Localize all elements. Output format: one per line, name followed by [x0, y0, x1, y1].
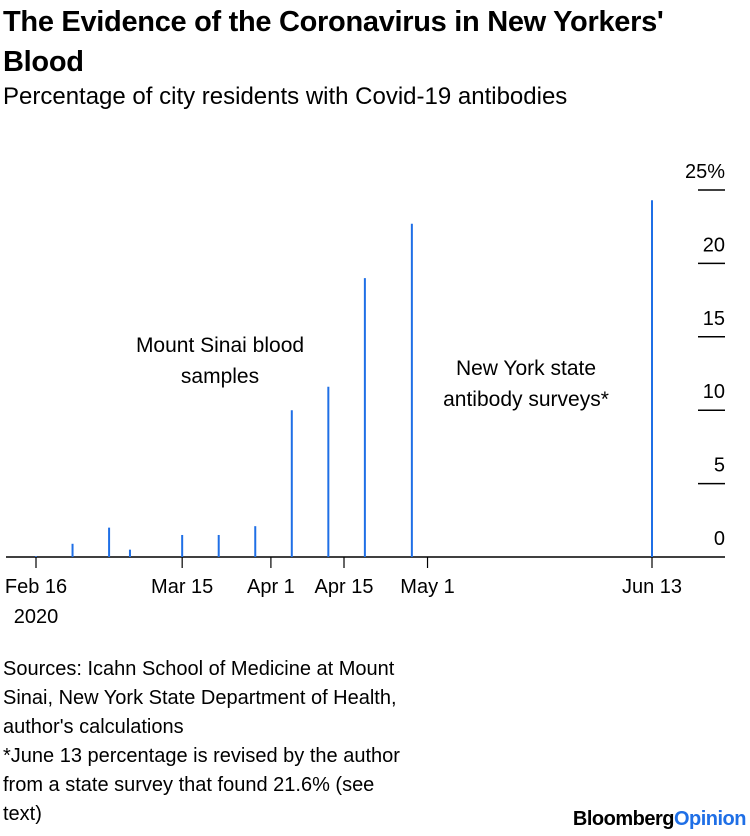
- annotation-mount-sinai: Mount Sinai blood: [136, 334, 304, 357]
- logo-opinion-text: Opinion: [673, 808, 747, 830]
- x-tick-label: Feb 16: [5, 576, 67, 598]
- x-tick-label: Jun 13: [622, 576, 682, 598]
- sources-line: Sources: Icahn School of Medicine at Mou…: [3, 658, 395, 680]
- y-tick-label: 15: [703, 308, 725, 330]
- annotation-state-surveys: antibody surveys*: [443, 388, 609, 411]
- sources-note: Sources: Icahn School of Medicine at Mou…: [3, 655, 523, 829]
- chart-title: The Evidence of the Coronavirus in New Y…: [3, 6, 664, 78]
- x-tick-label: Mar 15: [151, 576, 213, 598]
- x-tick-label: Apr 15: [315, 576, 374, 598]
- logo-bloomberg-text: Bloomberg: [572, 808, 675, 830]
- y-tick-label: 5: [714, 455, 725, 477]
- annotation-mount-sinai: samples: [181, 365, 259, 388]
- chart-area: 25% 20 15 10 5 0 Feb 16 2020 Mar 15 Apr 1 Apr 15 Ma…: [5, 161, 725, 628]
- sources-line: author's calculations: [3, 716, 184, 738]
- sources-line: Sinai, New York State Department of Heal…: [3, 687, 397, 709]
- y-tick-label: 20: [703, 234, 725, 256]
- footnote-line: from a state survey that found 21.6% (se…: [3, 774, 375, 796]
- footnote-line: *June 13 percentage is revised by the au…: [3, 745, 400, 767]
- footnote-line: text): [3, 803, 42, 825]
- y-tick-label: 10: [703, 381, 725, 403]
- chart-subtitle: Percentage of city residents with Covid-…: [3, 83, 568, 110]
- x-tick-sublabel: 2020: [14, 606, 59, 628]
- x-tick-label: May 1: [400, 576, 454, 598]
- y-tick-label: 0: [714, 528, 725, 550]
- y-tick-label: 25%: [685, 161, 725, 183]
- bloomberg-opinion-logo: BloombergOpinion: [572, 808, 747, 831]
- annotation-state-surveys: New York state: [456, 357, 596, 380]
- x-tick-label: Apr 1: [247, 576, 295, 598]
